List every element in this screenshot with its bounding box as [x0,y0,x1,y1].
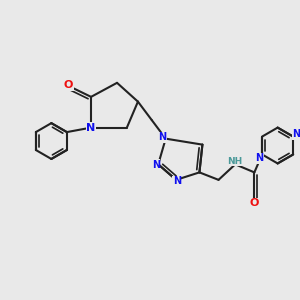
Text: NH: NH [227,157,242,166]
Text: O: O [250,198,259,208]
Text: N: N [152,160,160,170]
Text: O: O [64,80,74,90]
Text: N: N [255,153,263,163]
Text: N: N [158,132,166,142]
Text: N: N [86,123,96,133]
Text: N: N [173,176,181,186]
Text: N: N [292,129,300,139]
